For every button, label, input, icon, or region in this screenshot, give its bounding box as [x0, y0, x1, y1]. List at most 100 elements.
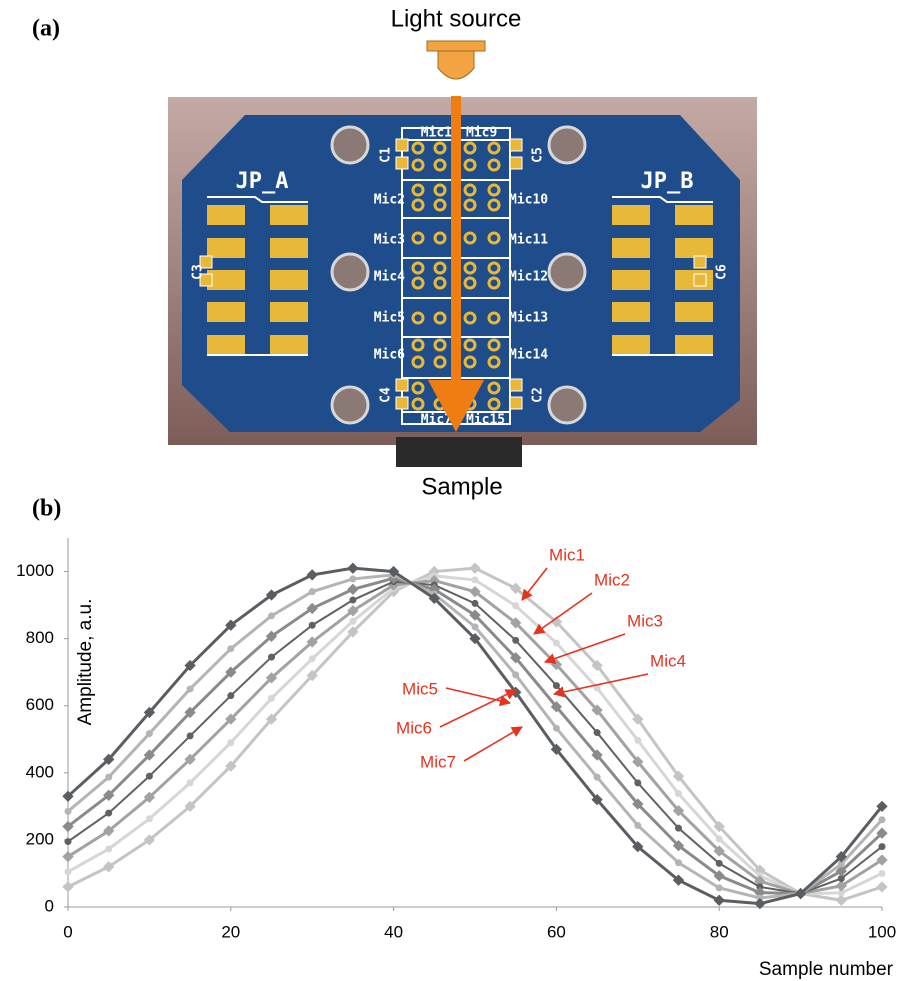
- annotation-arrow: [552, 673, 649, 698]
- point: [632, 840, 644, 853]
- point: [715, 884, 723, 892]
- capacitor-label: C1: [379, 147, 394, 163]
- point: [876, 854, 888, 866]
- point: [552, 682, 560, 690]
- x-axis-label: Sample number: [759, 959, 894, 980]
- point: [591, 793, 603, 806]
- point: [186, 779, 194, 787]
- via: [463, 183, 477, 197]
- series-annotation: Mic4: [650, 651, 686, 670]
- via: [433, 231, 447, 245]
- via: [411, 141, 425, 155]
- point: [672, 874, 685, 886]
- point: [347, 583, 359, 595]
- via: [487, 355, 501, 369]
- point: [265, 630, 278, 642]
- via: [463, 311, 477, 325]
- point: [754, 897, 766, 910]
- point: [632, 713, 644, 725]
- point: [510, 617, 522, 629]
- mic-label: Mic15: [466, 413, 505, 428]
- via: [411, 381, 425, 395]
- point: [672, 805, 685, 817]
- light-source-label: Light source: [391, 5, 522, 32]
- point: [632, 798, 644, 810]
- point: [550, 616, 563, 628]
- via: [463, 231, 477, 245]
- cap-pad: [395, 156, 409, 170]
- point: [591, 749, 603, 761]
- point: [837, 874, 845, 882]
- point: [306, 602, 318, 615]
- pad: [270, 205, 308, 225]
- point: [308, 588, 316, 596]
- pcb-parts: JP_A JP_B Mic1 Mic9 Mic2 Mic10 Mic3 Mic11 Mic4 Mi…: [191, 126, 730, 428]
- sample: [396, 437, 522, 467]
- silkscreen: [612, 196, 713, 356]
- annotation-arrow: [463, 726, 523, 762]
- point: [878, 869, 886, 877]
- mic-label: Mic11: [509, 233, 548, 248]
- point: [145, 772, 153, 780]
- via: [433, 158, 447, 172]
- mic-label: Mic7: [421, 413, 452, 428]
- pad: [207, 270, 245, 290]
- cap-pad: [509, 138, 523, 152]
- series-annotation: Mic1: [549, 545, 585, 564]
- point: [754, 886, 766, 899]
- point: [225, 619, 237, 631]
- pad: [207, 335, 245, 355]
- y-tick-label: 400: [26, 762, 54, 781]
- point: [105, 773, 113, 781]
- point: [268, 653, 275, 661]
- via: [433, 311, 447, 325]
- point: [349, 617, 357, 625]
- mic-label: Mic1: [421, 126, 452, 141]
- point: [349, 596, 357, 604]
- point: [184, 706, 196, 719]
- point: [713, 870, 725, 882]
- point: [837, 860, 845, 868]
- series-annotation: Mic7: [420, 752, 456, 771]
- via: [463, 355, 477, 369]
- point: [428, 592, 440, 605]
- series-annotation: Mic6: [396, 718, 432, 737]
- via: [411, 261, 425, 275]
- point: [672, 839, 685, 852]
- via: [463, 338, 477, 352]
- point: [268, 694, 275, 702]
- point: [552, 639, 560, 647]
- via: [487, 397, 501, 411]
- point: [794, 887, 807, 900]
- point: [308, 655, 316, 663]
- mic-label: Mic13: [509, 311, 548, 326]
- light-source: [426, 40, 486, 52]
- point: [265, 713, 278, 725]
- point: [347, 626, 359, 638]
- point: [184, 800, 196, 813]
- point: [62, 881, 74, 893]
- point: [225, 760, 237, 772]
- cap-pad: [693, 255, 707, 269]
- mic-label: Mic12: [509, 270, 548, 285]
- x-tick-label: 0: [63, 922, 72, 941]
- point: [349, 575, 357, 583]
- via: [487, 231, 501, 245]
- via: [487, 261, 501, 275]
- cap-pad: [395, 396, 409, 410]
- cap-pad: [199, 255, 213, 269]
- via: [433, 198, 447, 212]
- capacitor-label: C3: [191, 264, 206, 280]
- mic-label: Mic9: [466, 126, 497, 141]
- y-tick-label: 600: [26, 695, 54, 714]
- point: [306, 569, 318, 581]
- point: [225, 666, 237, 678]
- annotation-arrow: [439, 689, 518, 728]
- capacitor-label: C5: [531, 147, 546, 163]
- point: [469, 632, 481, 645]
- panel-label: (b): [32, 496, 61, 522]
- point: [64, 838, 72, 846]
- point: [835, 865, 847, 877]
- via: [487, 183, 501, 197]
